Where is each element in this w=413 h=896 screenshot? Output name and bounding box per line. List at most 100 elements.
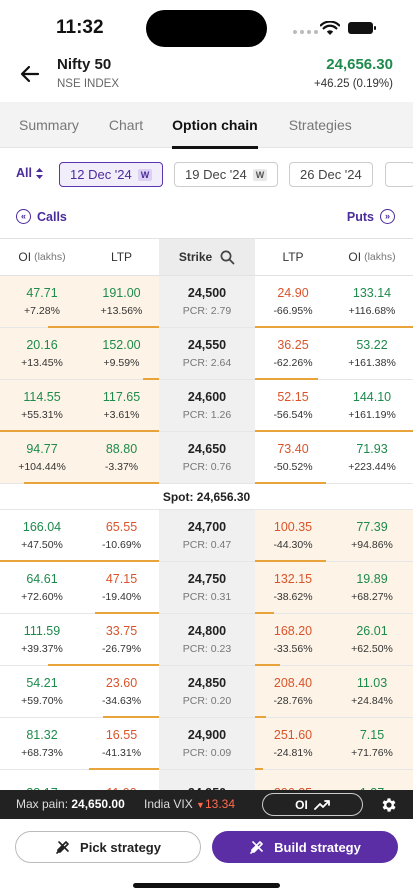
call-oi-cell[interactable]: 38.17 bbox=[0, 770, 84, 790]
call-ltp-cell[interactable]: 191.00 +13.56% bbox=[84, 276, 159, 327]
call-ltp-cell[interactable]: 16.55 -41.31% bbox=[84, 718, 159, 769]
tab-option-chain[interactable]: Option chain bbox=[172, 102, 258, 149]
call-ltp-cell[interactable]: 152.00 +9.59% bbox=[84, 328, 159, 379]
strike-cell[interactable]: 24,900 PCR: 0.09 bbox=[159, 718, 255, 769]
option-row[interactable]: 166.04 +47.50% 65.55 -10.69% 24,700 PCR: 0.47… bbox=[0, 510, 413, 562]
build-strategy-button[interactable]: Build strategy bbox=[212, 831, 398, 863]
put-ltp-cell[interactable]: 132.15 -38.62% bbox=[255, 562, 331, 613]
put-oi-cell[interactable]: 1.37 bbox=[331, 770, 413, 790]
strike-cell-value: 24,600 bbox=[187, 390, 227, 404]
all-filter-dropdown[interactable]: All bbox=[16, 166, 44, 180]
put-oi-cell[interactable]: 19.89 +68.27% bbox=[331, 562, 413, 613]
put-ltp-cell[interactable]: 168.20 -33.56% bbox=[255, 614, 331, 665]
expiry-chip-12-dec[interactable]: 12 Dec '24 W bbox=[59, 162, 164, 187]
strike-cell[interactable]: 24,850 PCR: 0.20 bbox=[159, 666, 255, 717]
call-ltp-cell[interactable]: 23.60 -34.63% bbox=[84, 666, 159, 717]
expiry-chip-19-dec[interactable]: 19 Dec '24 W bbox=[174, 162, 279, 187]
call-ltp-cell[interactable]: 33.75 -26.79% bbox=[84, 614, 159, 665]
option-row[interactable]: 94.77 +104.44% 88.80 -3.37% 24,650 PCR: 0.76 7… bbox=[0, 432, 413, 484]
put-oi-cell[interactable]: 11.03 +24.84% bbox=[331, 666, 413, 717]
option-row[interactable]: 47.71 +7.28% 191.00 +13.56% 24,500 PCR: 2.79 2… bbox=[0, 276, 413, 328]
search-icon[interactable] bbox=[220, 250, 235, 265]
put-ltp-cell-value: 168.20 bbox=[273, 624, 313, 638]
strike-cell[interactable]: 24,550 PCR: 2.64 bbox=[159, 328, 255, 379]
calls-label: Calls bbox=[37, 209, 67, 224]
put-oi-cell-change: +68.27% bbox=[351, 591, 393, 603]
call-ltp-cell-value: 33.75 bbox=[105, 624, 138, 638]
call-ltp-cell-value: 88.80 bbox=[105, 442, 138, 456]
put-ltp-cell[interactable]: 296.35 bbox=[255, 770, 331, 790]
put-oi-cell[interactable]: 144.10 +161.19% bbox=[331, 380, 413, 431]
put-ltp-cell-value: 251.60 bbox=[273, 728, 313, 742]
strike-cell[interactable]: 24,750 PCR: 0.31 bbox=[159, 562, 255, 613]
tab-summary[interactable]: Summary bbox=[19, 117, 79, 133]
expiry-date-label: 19 Dec '24 bbox=[185, 167, 247, 182]
gear-icon[interactable] bbox=[380, 796, 398, 814]
strike-cell-change: PCR: 0.09 bbox=[182, 747, 232, 759]
call-oi-cell[interactable]: 81.32 +68.73% bbox=[0, 718, 84, 769]
call-ltp-cell-value: 191.00 bbox=[102, 286, 141, 300]
put-oi-cell[interactable]: 77.39 +94.86% bbox=[331, 510, 413, 561]
call-oi-cell[interactable]: 166.04 +47.50% bbox=[0, 510, 84, 561]
info-bar: Max pain: 24,650.00 India VIX ▼13.34 OI bbox=[0, 790, 413, 819]
strike-cell-value: 24,900 bbox=[187, 728, 227, 742]
col-call-ltp: LTP bbox=[110, 250, 133, 264]
call-ltp-cell[interactable]: 47.15 -19.40% bbox=[84, 562, 159, 613]
strike-cell[interactable]: 24,600 PCR: 1.26 bbox=[159, 380, 255, 431]
put-ltp-cell[interactable]: 73.40 -50.52% bbox=[255, 432, 331, 483]
call-ltp-cell[interactable]: 11.90 bbox=[84, 770, 159, 790]
oi-chart-button[interactable]: OI bbox=[262, 793, 363, 816]
option-row[interactable]: 111.59 +39.37% 33.75 -26.79% 24,800 PCR: 0.23… bbox=[0, 614, 413, 666]
option-row[interactable]: 64.61 +72.60% 47.15 -19.40% 24,750 PCR: 0.31 1… bbox=[0, 562, 413, 614]
tab-chart[interactable]: Chart bbox=[108, 117, 144, 133]
put-oi-cell-change: +94.86% bbox=[351, 539, 393, 551]
puts-toggle[interactable]: Puts » bbox=[347, 209, 395, 224]
tab-strategies[interactable]: Strategies bbox=[288, 117, 352, 133]
expiry-chip-26-dec[interactable]: 26 Dec '24 bbox=[289, 162, 373, 187]
calls-toggle[interactable]: « Calls bbox=[16, 209, 67, 224]
call-oi-bar bbox=[95, 612, 159, 614]
strike-cell[interactable]: 24,500 PCR: 2.79 bbox=[159, 276, 255, 327]
option-row[interactable]: 114.55 +55.31% 117.65 +3.61% 24,600 PCR: 1.26… bbox=[0, 380, 413, 432]
call-ltp-cell[interactable]: 88.80 -3.37% bbox=[84, 432, 159, 483]
call-oi-cell[interactable]: 64.61 +72.60% bbox=[0, 562, 84, 613]
option-row[interactable]: 54.21 +59.70% 23.60 -34.63% 24,850 PCR: 0.20 2… bbox=[0, 666, 413, 718]
call-oi-cell[interactable]: 54.21 +59.70% bbox=[0, 666, 84, 717]
call-oi-cell-change: +13.45% bbox=[21, 357, 63, 369]
option-row[interactable]: 81.32 +68.73% 16.55 -41.31% 24,900 PCR: 0.09 2… bbox=[0, 718, 413, 770]
call-oi-cell[interactable]: 111.59 +39.37% bbox=[0, 614, 84, 665]
back-arrow-icon[interactable] bbox=[18, 62, 42, 86]
call-oi-cell[interactable]: 47.71 +7.28% bbox=[0, 276, 84, 327]
put-ltp-cell[interactable]: 208.40 -28.76% bbox=[255, 666, 331, 717]
vix-down-arrow-icon: ▼ bbox=[196, 800, 205, 810]
strike-cell[interactable]: 24,650 PCR: 0.76 bbox=[159, 432, 255, 483]
call-oi-cell-value: 81.32 bbox=[26, 728, 58, 742]
put-oi-cell[interactable]: 133.14 +116.68% bbox=[331, 276, 413, 327]
put-ltp-cell[interactable]: 100.35 -44.30% bbox=[255, 510, 331, 561]
put-oi-cell-value: 133.14 bbox=[352, 286, 392, 300]
put-ltp-cell[interactable]: 52.15 -56.54% bbox=[255, 380, 331, 431]
put-oi-cell[interactable]: 53.22 +161.38% bbox=[331, 328, 413, 379]
put-oi-cell[interactable]: 7.15 +71.76% bbox=[331, 718, 413, 769]
double-chevron-right-icon: » bbox=[380, 209, 395, 224]
put-oi-cell[interactable]: 26.01 +62.50% bbox=[331, 614, 413, 665]
call-ltp-cell[interactable]: 117.65 +3.61% bbox=[84, 380, 159, 431]
strike-cell[interactable]: 24,950 bbox=[159, 770, 255, 790]
call-oi-cell[interactable]: 114.55 +55.31% bbox=[0, 380, 84, 431]
put-oi-cell[interactable]: 71.93 +223.44% bbox=[331, 432, 413, 483]
put-ltp-cell[interactable]: 251.60 -24.81% bbox=[255, 718, 331, 769]
strike-cell[interactable]: 24,700 PCR: 0.47 bbox=[159, 510, 255, 561]
pick-strategy-button[interactable]: Pick strategy bbox=[15, 831, 201, 863]
call-oi-cell-change: +68.73% bbox=[21, 747, 63, 759]
expiry-chip-more[interactable] bbox=[385, 162, 413, 187]
double-chevron-left-icon: « bbox=[16, 209, 31, 224]
call-ltp-cell[interactable]: 65.55 -10.69% bbox=[84, 510, 159, 561]
call-oi-cell[interactable]: 94.77 +104.44% bbox=[0, 432, 84, 483]
put-ltp-cell[interactable]: 24.90 -66.95% bbox=[255, 276, 331, 327]
strike-cell[interactable]: 24,800 PCR: 0.23 bbox=[159, 614, 255, 665]
option-row[interactable]: 38.17 11.90 24,950 296.35 1.37 bbox=[0, 770, 413, 790]
option-row[interactable]: 20.16 +13.45% 152.00 +9.59% 24,550 PCR: 2.64 3… bbox=[0, 328, 413, 380]
put-ltp-cell[interactable]: 36.25 -62.26% bbox=[255, 328, 331, 379]
call-oi-cell[interactable]: 20.16 +13.45% bbox=[0, 328, 84, 379]
put-ltp-cell-value: 36.25 bbox=[277, 338, 309, 352]
